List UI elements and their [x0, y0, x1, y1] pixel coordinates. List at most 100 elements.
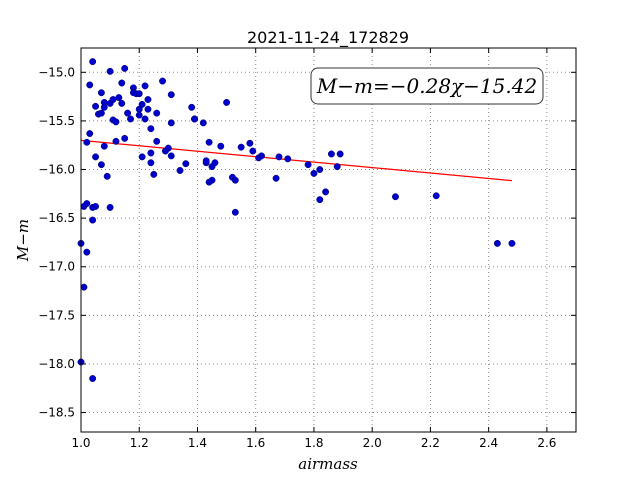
data-point — [92, 153, 100, 161]
data-point — [100, 142, 108, 150]
data-point — [97, 161, 105, 169]
x-tick-label: 1.0 — [71, 436, 90, 450]
y-tick-label: −18.0 — [38, 357, 75, 371]
x-tick-label: 1.6 — [246, 436, 265, 450]
x-axis-label: airmass — [298, 455, 358, 473]
data-point — [284, 155, 292, 163]
x-tick-label: 1.2 — [130, 436, 149, 450]
data-point — [147, 149, 155, 157]
data-point — [147, 159, 155, 167]
data-point — [202, 157, 210, 165]
data-point — [135, 90, 143, 98]
data-point — [223, 98, 231, 106]
y-tick-label: −16.5 — [38, 211, 75, 225]
data-point — [124, 109, 132, 117]
data-point — [217, 142, 225, 150]
data-point — [164, 144, 172, 152]
data-point — [118, 79, 126, 87]
data-point — [97, 89, 105, 97]
data-point — [103, 172, 111, 180]
data-point — [135, 111, 143, 119]
data-point — [208, 176, 216, 184]
data-point — [249, 147, 257, 155]
data-point — [176, 167, 184, 174]
fit-line — [80, 139, 513, 182]
x-tick-label: 1.4 — [188, 436, 207, 450]
y-tick-label: −17.0 — [38, 260, 75, 274]
data-point — [199, 119, 207, 127]
data-point — [237, 143, 245, 151]
data-point — [141, 115, 149, 123]
data-point — [112, 118, 120, 126]
data-point — [211, 159, 219, 167]
data-point — [191, 115, 199, 123]
y-tick-label: −16.0 — [38, 163, 75, 177]
data-point — [493, 239, 501, 247]
data-point — [115, 94, 123, 102]
data-point — [246, 139, 254, 147]
data-point — [205, 138, 213, 146]
x-tick-label: 2.6 — [537, 436, 556, 450]
data-point — [106, 67, 114, 75]
data-point — [138, 153, 146, 161]
data-point — [121, 134, 129, 142]
data-point — [231, 176, 239, 184]
data-points — [77, 58, 516, 382]
data-point — [182, 160, 190, 168]
data-point — [138, 100, 146, 108]
data-point — [89, 216, 97, 224]
data-point — [118, 99, 126, 107]
data-point — [100, 103, 108, 111]
fit-line-group — [80, 139, 513, 182]
data-point — [167, 91, 175, 99]
data-point — [508, 239, 516, 247]
data-point — [86, 81, 94, 89]
data-point — [97, 109, 105, 117]
y-tick-label: −17.5 — [38, 308, 75, 322]
data-point — [147, 125, 155, 133]
data-point — [316, 196, 324, 204]
grid-lines — [80, 48, 576, 432]
data-point — [89, 58, 97, 66]
data-point — [316, 166, 324, 173]
data-point — [80, 283, 88, 291]
data-point — [83, 200, 91, 207]
annotation-box — [310, 67, 544, 105]
x-tick-label: 1.8 — [304, 436, 323, 450]
data-point — [89, 375, 97, 382]
data-point — [83, 138, 91, 146]
data-point — [92, 203, 100, 210]
data-point — [144, 96, 152, 103]
x-axis-ticks: 1.0 1.2 1.4 1.6 1.8 2.0 2.2 2.4 2.6 — [71, 48, 556, 450]
data-point — [86, 130, 94, 137]
data-point — [432, 192, 440, 200]
data-point — [144, 105, 152, 113]
data-point — [121, 64, 129, 72]
y-axis-ticks: −15.0 −15.5 −16.0 −16.5 −17.0 −17.5 −18.0 −18.5 — [38, 65, 576, 420]
data-point — [336, 150, 344, 158]
data-point — [304, 161, 312, 169]
data-point — [141, 82, 149, 90]
data-point — [310, 169, 318, 177]
data-point — [150, 170, 158, 178]
y-tick-label: −18.5 — [38, 406, 75, 420]
x-tick-label: 2.2 — [421, 436, 440, 450]
data-point — [92, 102, 100, 110]
data-point — [333, 163, 341, 171]
x-tick-label: 2.4 — [479, 436, 498, 450]
data-point — [231, 208, 239, 216]
y-tick-label: −15.0 — [38, 65, 75, 79]
data-point — [167, 119, 175, 127]
data-point — [159, 77, 166, 85]
data-point — [327, 150, 335, 158]
data-point — [106, 203, 114, 211]
fit-equation-annotation: M−m=−0.28χ−15.42 — [316, 74, 537, 98]
data-point — [322, 188, 330, 196]
chart-title: 2021-11-24_172829 — [247, 28, 409, 48]
data-point — [188, 103, 196, 111]
data-point — [153, 109, 161, 117]
plot-frame — [80, 47, 577, 433]
data-point — [127, 115, 134, 123]
data-point — [272, 174, 280, 182]
